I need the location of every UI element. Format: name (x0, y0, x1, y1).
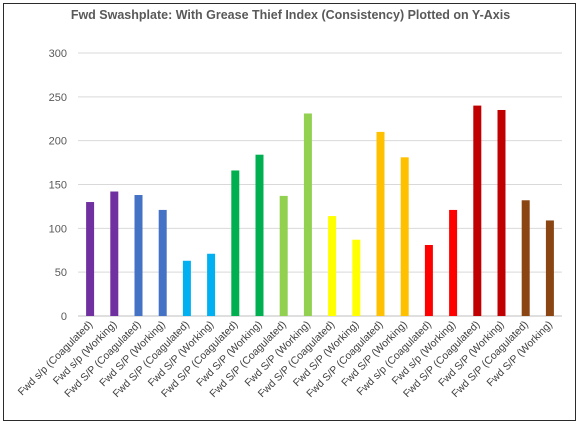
bar (86, 202, 95, 316)
y-tick-label: 100 (49, 223, 67, 235)
bar (328, 216, 337, 316)
y-tick-label: 50 (55, 267, 67, 279)
y-tick-label: 200 (49, 136, 67, 148)
bar (110, 191, 119, 316)
bar (497, 109, 506, 316)
bar (545, 220, 554, 316)
y-tick-label: 150 (49, 180, 67, 192)
bars (86, 105, 554, 317)
bar (376, 131, 385, 316)
bar (473, 105, 482, 316)
bar (279, 195, 288, 316)
bar (521, 200, 530, 316)
y-axis-ticks: 0 50 100 150 200 250 300 (49, 48, 67, 323)
bar (182, 260, 191, 316)
y-tick-label: 0 (61, 311, 67, 323)
bar (400, 157, 409, 316)
bar (424, 244, 433, 316)
bar (207, 253, 216, 316)
bar (158, 209, 167, 316)
bar (352, 239, 361, 316)
y-tick-label: 300 (49, 48, 67, 60)
bar (303, 113, 312, 317)
y-tick-label: 250 (49, 92, 67, 104)
bar (255, 154, 264, 316)
gridlines (78, 52, 562, 317)
bar (134, 195, 143, 316)
bar (449, 209, 458, 316)
x-axis-labels: Fwd s/p (Coagulated)Fwd s/p (Working)Fwd… (16, 319, 555, 400)
chart-title: Fwd Swashplate: With Grease Thief Index … (70, 8, 511, 22)
bar (231, 170, 240, 316)
